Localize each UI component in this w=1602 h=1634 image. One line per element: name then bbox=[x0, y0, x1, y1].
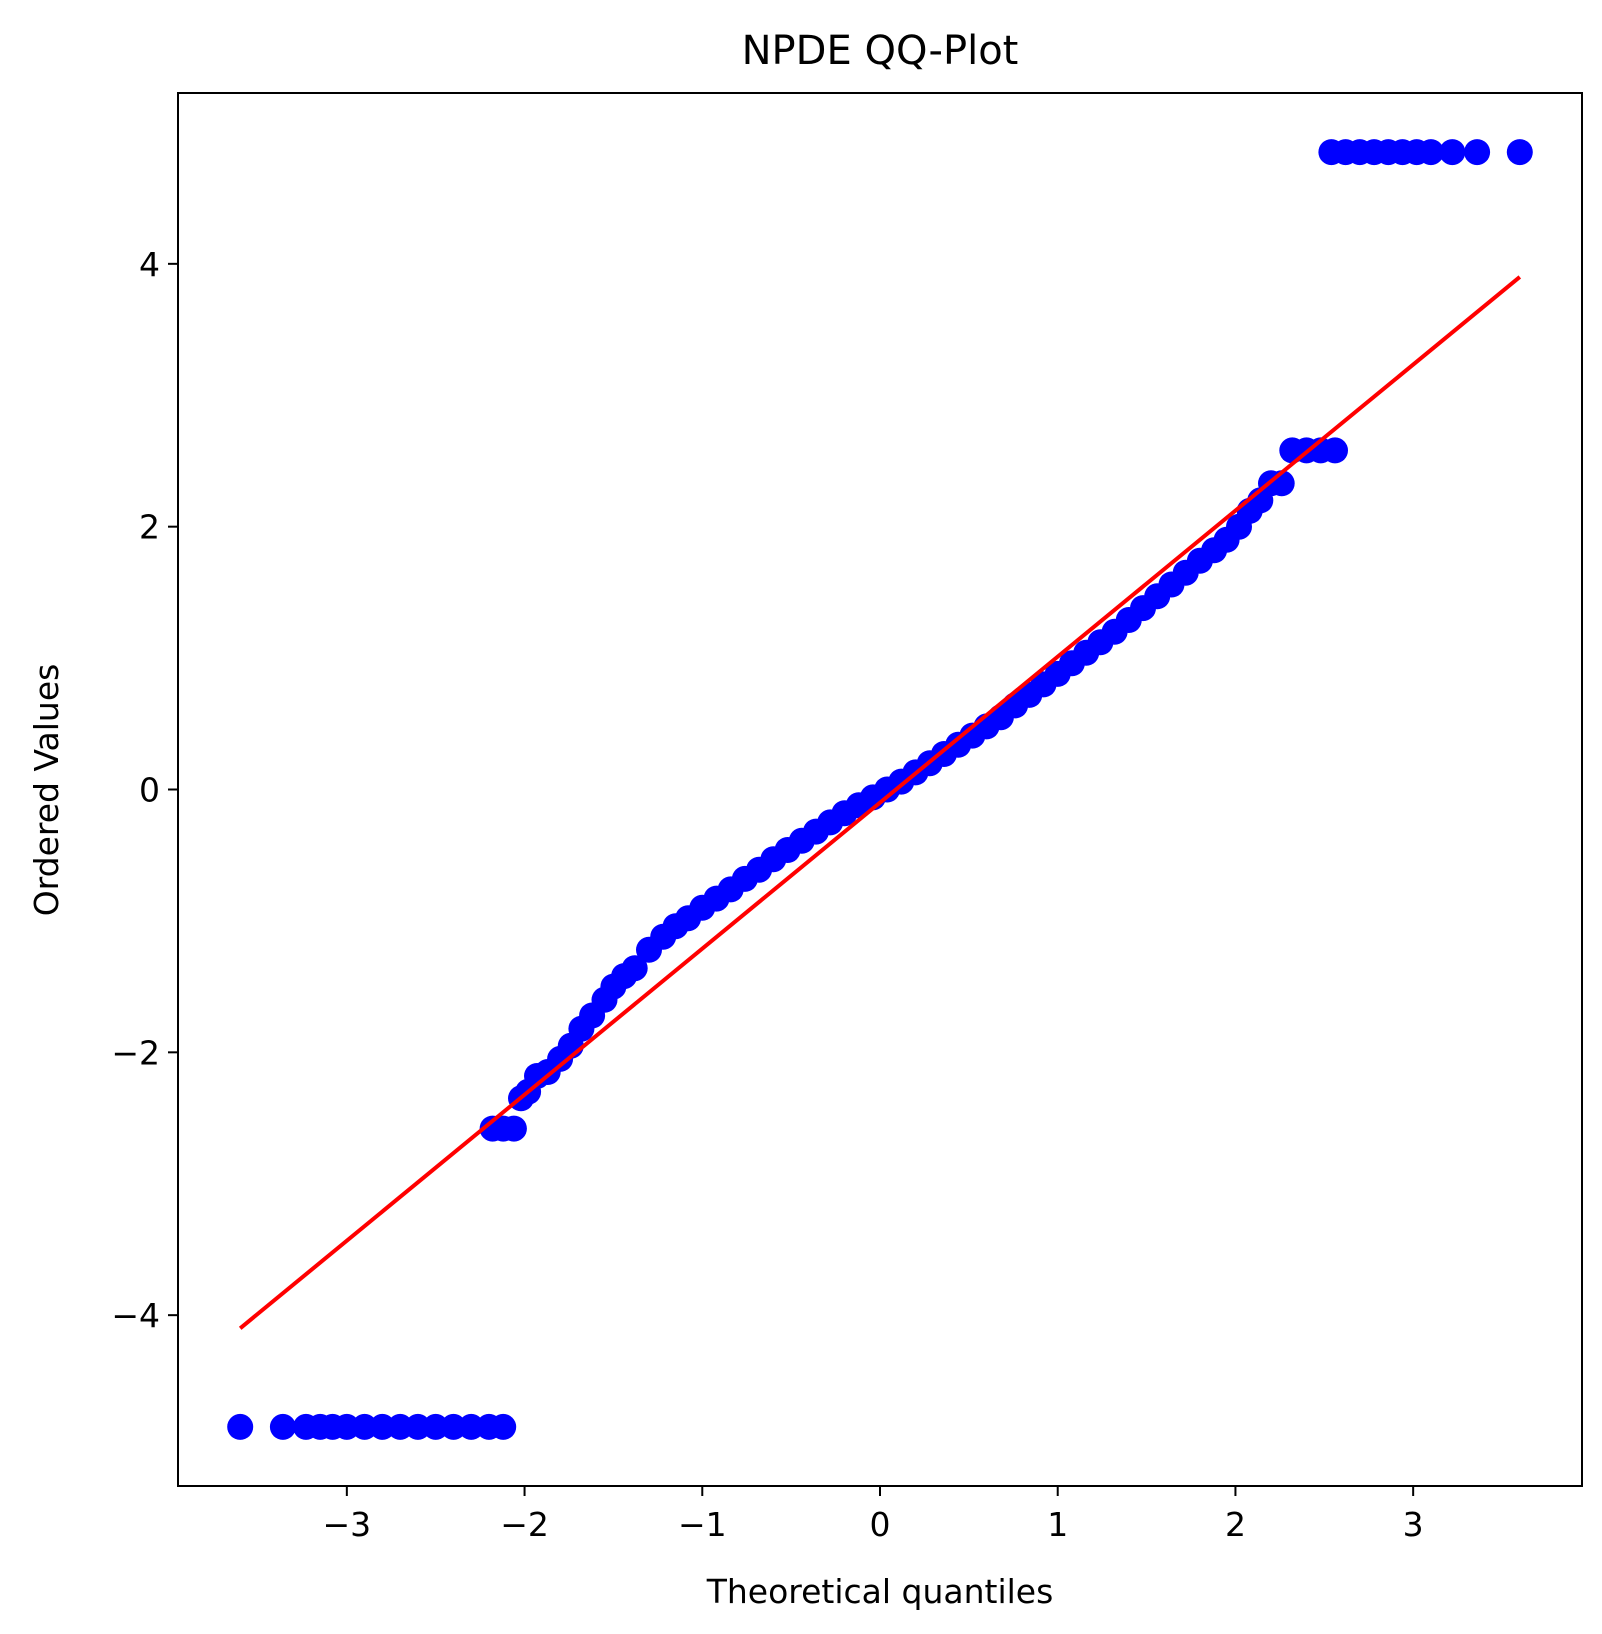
y-tick-label: −2 bbox=[111, 1033, 160, 1072]
data-point bbox=[1322, 437, 1348, 464]
chart-title: NPDE QQ-Plot bbox=[742, 28, 1019, 74]
x-tick-label: 2 bbox=[1225, 1505, 1246, 1544]
x-tick-label: −3 bbox=[323, 1505, 372, 1544]
x-axis-ticks: −3 −2 −1 0 1 2 3 bbox=[323, 1486, 1424, 1544]
plot-area bbox=[227, 139, 1533, 1440]
x-axis-label: Theoretical quantiles bbox=[706, 1572, 1054, 1611]
y-tick-label: 4 bbox=[139, 245, 160, 284]
y-tick-label: 0 bbox=[139, 771, 160, 810]
data-point bbox=[422, 1413, 449, 1440]
y-axis-ticks: −4 −2 0 2 4 bbox=[111, 245, 178, 1335]
x-tick-label: −2 bbox=[500, 1505, 549, 1544]
data-point bbox=[1439, 139, 1466, 166]
data-point bbox=[269, 1413, 296, 1440]
data-point bbox=[621, 955, 648, 982]
data-point bbox=[369, 1413, 396, 1440]
y-axis-label: Ordered Values bbox=[27, 664, 66, 917]
scatter-points bbox=[227, 139, 1533, 1440]
data-point bbox=[351, 1413, 378, 1440]
x-tick-label: −1 bbox=[678, 1505, 727, 1544]
fit-line bbox=[238, 275, 1522, 1330]
fit-line-group bbox=[238, 275, 1522, 1330]
y-tick-label: 2 bbox=[139, 508, 160, 547]
data-point bbox=[500, 1115, 527, 1142]
data-point bbox=[1506, 139, 1533, 166]
data-point bbox=[333, 1413, 360, 1440]
data-point bbox=[1464, 139, 1491, 166]
x-tick-label: 1 bbox=[1047, 1505, 1068, 1544]
data-point bbox=[404, 1413, 431, 1440]
data-point bbox=[490, 1413, 517, 1440]
data-point bbox=[458, 1413, 485, 1440]
x-tick-label: 0 bbox=[870, 1505, 891, 1544]
data-point bbox=[227, 1413, 254, 1440]
y-tick-label: −4 bbox=[111, 1296, 160, 1335]
x-tick-label: 3 bbox=[1403, 1505, 1424, 1544]
data-point bbox=[1417, 139, 1444, 166]
